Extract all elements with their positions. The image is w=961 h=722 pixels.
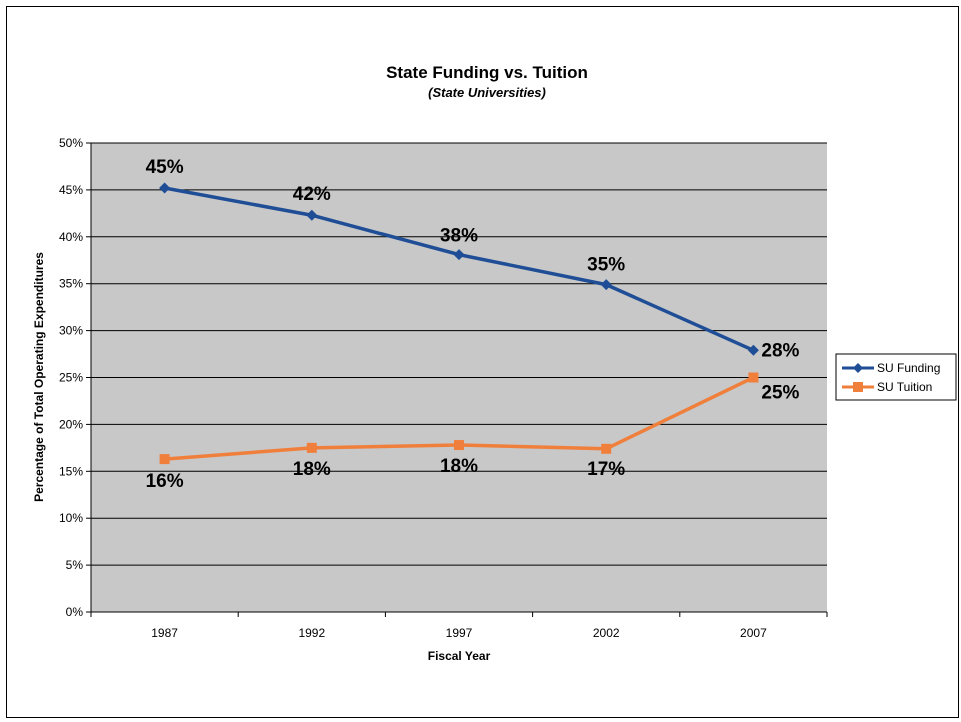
data-point	[454, 440, 464, 451]
legend-marker	[853, 363, 863, 373]
data-point	[601, 443, 612, 454]
y-tick-label: 45%	[59, 183, 83, 197]
data-point	[748, 372, 759, 383]
y-tick-label: 25%	[59, 371, 83, 385]
data-point	[600, 279, 612, 291]
data-label: 25%	[761, 383, 799, 404]
data-label: 45%	[146, 157, 184, 178]
data-point	[306, 209, 318, 221]
data-point	[453, 249, 465, 261]
series-layer	[159, 182, 759, 465]
x-tick-label: 1997	[446, 626, 473, 640]
data-point	[306, 442, 317, 453]
x-tick-label: 1987	[151, 626, 178, 640]
y-tick-label: 50%	[59, 136, 83, 150]
legend-label: SU Funding	[877, 361, 940, 375]
x-tick-label: 2007	[740, 626, 767, 640]
y-tick-label: 10%	[59, 511, 83, 525]
y-tick-label: 0%	[66, 605, 84, 619]
x-tick-label: 1992	[298, 626, 325, 640]
y-axis-ticks: 0% 5% 10% 15% 20% 25% 30% 35% 40% 45% 50%	[59, 136, 91, 619]
data-point	[159, 454, 170, 465]
legend-box	[835, 353, 957, 401]
data-label: 16%	[146, 471, 184, 492]
data-label: 17%	[587, 459, 625, 480]
y-tick-label: 35%	[59, 277, 83, 291]
data-point	[159, 182, 171, 194]
data-point	[747, 344, 759, 356]
x-axis-label: Fiscal Year	[428, 649, 491, 663]
y-tick-label: 30%	[59, 324, 83, 338]
x-axis-ticks: 1987 1992 1997 2002 2007	[90, 612, 828, 640]
y-tick-label: 15%	[59, 464, 83, 478]
legend-label: SU Tuition	[877, 380, 932, 394]
legend-marker	[853, 382, 863, 392]
data-label: 35%	[587, 255, 625, 276]
data-label: 42%	[293, 184, 331, 205]
data-label: 18%	[293, 459, 331, 480]
y-tick-label: 20%	[59, 417, 83, 431]
y-tick-label: 5%	[66, 558, 84, 572]
data-label: 18%	[440, 456, 478, 477]
legend: SU Funding SU Tuition	[835, 353, 957, 401]
y-tick-label: 40%	[59, 230, 83, 244]
x-tick-label: 2002	[593, 626, 620, 640]
data-label: 28%	[761, 340, 799, 361]
chart-title: State Funding vs. Tuition	[386, 63, 588, 82]
data-labels: 45% 42% 38% 35% 28% 16% 18% 18% 17% 25%	[146, 157, 800, 492]
data-label: 38%	[440, 226, 478, 247]
y-axis-label: Percentage of Total Operating Expenditur…	[32, 252, 46, 502]
gridlines	[91, 142, 827, 566]
chart-subtitle: (State Universities)	[428, 85, 546, 100]
